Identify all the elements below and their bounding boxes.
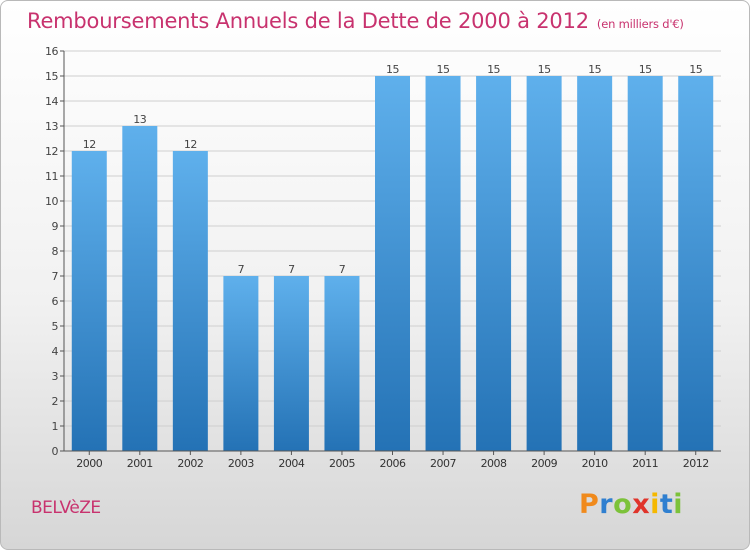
x-tick-label: 2010	[582, 457, 608, 470]
y-tick-label: 7	[52, 270, 59, 283]
bar	[172, 151, 208, 451]
chart-title-text: Remboursements Annuels de la Dette de 20…	[27, 9, 589, 33]
y-tick-label: 14	[45, 95, 58, 108]
y-tick-label: 8	[52, 245, 59, 258]
x-tick-label: 2002	[177, 457, 203, 470]
logo-letter: t	[659, 489, 674, 520]
proxiti-logo[interactable]: Proxiti	[579, 489, 683, 520]
bar-value-label: 15	[689, 63, 702, 76]
y-tick-label: 2	[52, 395, 59, 408]
y-tick-label: 5	[52, 320, 59, 333]
logo-letter: i	[673, 489, 684, 520]
x-tick-label: 2005	[329, 457, 355, 470]
x-tick-label: 2009	[531, 457, 557, 470]
x-tick-label: 2004	[278, 457, 304, 470]
chart-subtitle: (en milliers d'€)	[596, 17, 684, 31]
bar	[577, 76, 613, 451]
bars: 12 13 12 7 7 7 15 15 15 15 15 15 15	[71, 63, 714, 451]
x-tick-label: 2003	[228, 457, 254, 470]
y-tick-label: 15	[45, 70, 58, 83]
bar-value-label: 15	[487, 63, 500, 76]
bar	[324, 276, 360, 451]
x-tick-label: 2008	[481, 457, 507, 470]
bar	[223, 276, 259, 451]
bar-value-label: 15	[386, 63, 399, 76]
logo-letter: i	[650, 489, 660, 520]
chart-title: Remboursements Annuels de la Dette de 20…	[27, 9, 684, 33]
bar	[526, 76, 562, 451]
bar	[122, 126, 158, 451]
logo-letter: P	[579, 489, 600, 520]
bar-value-label: 15	[437, 63, 450, 76]
y-tick-label: 1	[52, 420, 59, 433]
bar	[476, 76, 512, 451]
logo-letter: x	[632, 489, 651, 520]
bar-value-label: 7	[339, 263, 346, 276]
x-tick-label: 2000	[76, 457, 102, 470]
bar-value-label: 15	[639, 63, 652, 76]
x-tick-label: 2006	[380, 457, 406, 470]
x-tick-label: 2012	[683, 457, 709, 470]
y-tick-label: 4	[52, 345, 59, 358]
bar	[627, 76, 663, 451]
bar-value-label: 7	[288, 263, 295, 276]
bar-value-label: 13	[133, 113, 146, 126]
bar	[425, 76, 461, 451]
x-tick-label: 2001	[127, 457, 153, 470]
bar	[71, 151, 107, 451]
y-tick-label: 12	[45, 145, 58, 158]
bar	[678, 76, 714, 451]
y-tick-label: 16	[45, 45, 58, 58]
commune-name: BELVèZE	[31, 498, 101, 518]
y-tick-label: 0	[52, 445, 59, 458]
y-tick-label: 11	[45, 170, 58, 183]
y-tick-label: 10	[45, 195, 58, 208]
bar	[375, 76, 410, 451]
x-tick-label: 2011	[632, 457, 658, 470]
bar-value-label: 12	[184, 138, 197, 151]
x-tick-label: 2007	[430, 457, 456, 470]
y-tick-label: 13	[45, 120, 58, 133]
bar-value-label: 15	[588, 63, 601, 76]
bar-value-label: 7	[238, 263, 245, 276]
logo-letter: r	[599, 489, 614, 520]
y-tick-label: 3	[52, 370, 59, 383]
bar	[273, 276, 309, 451]
bar-value-label: 15	[538, 63, 551, 76]
bar-value-label: 12	[83, 138, 96, 151]
y-tick-label: 9	[52, 220, 59, 233]
y-tick-label: 6	[52, 295, 59, 308]
x-axis: 2000 2001 2002 2003 2004 2005 2006 2007 2008 2009…	[64, 450, 721, 470]
logo-letter: o	[613, 489, 633, 520]
